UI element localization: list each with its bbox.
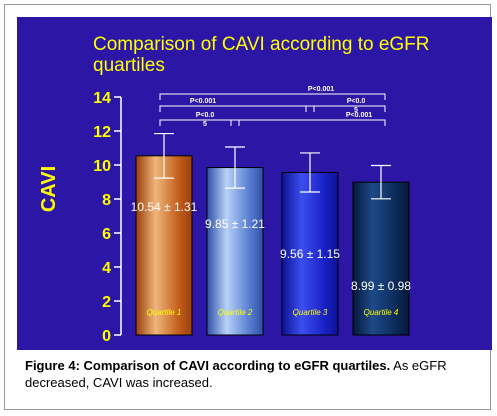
y-tick-label-8: 8 bbox=[102, 192, 111, 209]
category-label-quartile-4: Quartile 4 bbox=[364, 308, 399, 317]
bar-quartile-4 bbox=[352, 181, 410, 336]
bracket-label-4-1: P<0.0 bbox=[347, 98, 366, 105]
category-label-quartile-3: Quartile 3 bbox=[293, 308, 328, 317]
value-label-quartile-4: 8.99 ± 0.98 bbox=[351, 279, 411, 293]
value-label-quartile-1: 10.54 ± 1.31 bbox=[131, 200, 198, 214]
y-tick-label-4: 4 bbox=[102, 260, 111, 277]
figure-caption: Figure 4: Comparison of CAVI according t… bbox=[25, 357, 487, 391]
chart-title-line-1: Comparison of CAVI according to eGFR bbox=[93, 34, 430, 55]
bracket-line-5 bbox=[230, 119, 386, 126]
significance-bracket-1: P<0.001 bbox=[159, 86, 386, 100]
y-tick-label-0: 0 bbox=[102, 328, 111, 345]
bracket-label-3-1: P<0.0 bbox=[196, 112, 215, 119]
chart-panel: Comparison of CAVI according to eGFR qua… bbox=[17, 17, 492, 350]
bracket-label-5: P<0.001 bbox=[346, 112, 372, 119]
chart-title-line-2: quartiles bbox=[93, 55, 165, 76]
y-tick-label-2: 2 bbox=[102, 294, 111, 311]
y-tick-label-6: 6 bbox=[102, 226, 111, 243]
bracket-line-1 bbox=[159, 93, 386, 100]
significance-bracket-2: P<0.001 bbox=[159, 98, 315, 112]
category-label-quartile-1: Quartile 1 bbox=[147, 308, 182, 317]
category-label-quartile-2: Quartile 2 bbox=[218, 308, 253, 317]
value-label-quartile-3: 9.56 ± 1.15 bbox=[280, 247, 340, 261]
bar-quartile-3 bbox=[281, 171, 339, 336]
caption-label: Figure 4: Comparison of CAVI according t… bbox=[25, 358, 391, 373]
y-tick-label-12: 12 bbox=[93, 124, 111, 141]
bracket-label-1: P<0.001 bbox=[308, 86, 334, 93]
significance-bracket-3: P<0.0 5 bbox=[159, 112, 240, 128]
figure-frame: Comparison of CAVI according to eGFR qua… bbox=[4, 4, 492, 410]
y-axis-label: CAVI bbox=[38, 166, 60, 212]
bracket-label-4-2: 5 bbox=[354, 107, 358, 114]
bracket-line-4 bbox=[305, 105, 386, 112]
bracket-label-3-2: 5 bbox=[203, 121, 207, 128]
y-tick-label-14: 14 bbox=[93, 90, 111, 107]
value-label-quartile-2: 9.85 ± 1.21 bbox=[205, 217, 265, 231]
y-tick-label-10: 10 bbox=[93, 158, 111, 175]
bracket-line-3 bbox=[159, 119, 240, 126]
caption-text: As eGFR decreased, CAVI was increased. bbox=[25, 358, 447, 390]
significance-bracket-5: P<0.001 bbox=[230, 112, 386, 126]
bracket-label-2: P<0.001 bbox=[190, 98, 216, 105]
cavi-bar-chart: Comparison of CAVI according to eGFR qua… bbox=[38, 34, 430, 345]
bracket-line-2 bbox=[159, 105, 315, 112]
bar-quartile-1 bbox=[135, 155, 193, 336]
significance-bracket-4: P<0.0 5 bbox=[305, 98, 386, 114]
